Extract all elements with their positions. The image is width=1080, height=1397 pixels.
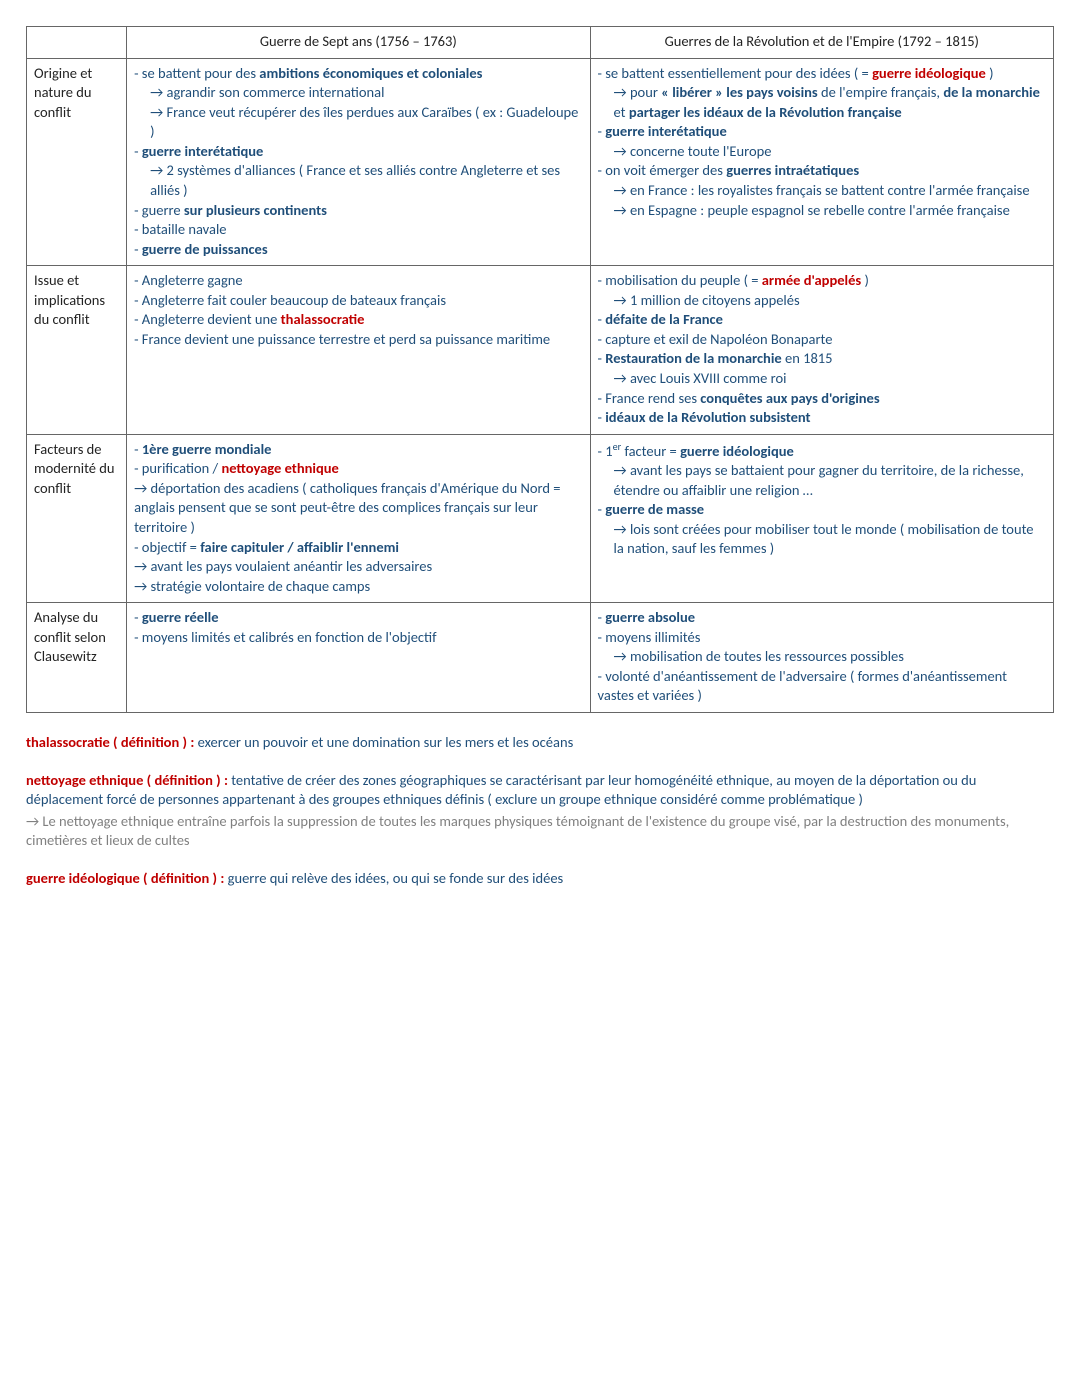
table-row: Facteurs de modernité du conflit - 1ère … <box>27 434 1054 603</box>
cell-r2c2: - 1er facteur = guerre idéologique avant… <box>590 434 1053 603</box>
row-label: Origine et nature du conflit <box>27 58 127 266</box>
header-col2: Guerres de la Révolution et de l'Empire … <box>590 27 1053 59</box>
cell-r3c1: - guerre réelle - moyens limités et cali… <box>127 603 590 713</box>
header-blank <box>27 27 127 59</box>
row-label: Issue et implications du conflit <box>27 266 127 435</box>
table-row: Analyse du conflit selon Clausewitz - gu… <box>27 603 1054 713</box>
cell-r2c1: - 1ère guerre mondiale - purification / … <box>127 434 590 603</box>
header-col1: Guerre de Sept ans (1756 – 1763) <box>127 27 590 59</box>
def-nettoyage-ethnique: nettoyage ethnique ( définition ) : tent… <box>26 771 1054 851</box>
definitions: thalassocratie ( définition ) : exercer … <box>26 733 1054 888</box>
row-label: Facteurs de modernité du conflit <box>27 434 127 603</box>
cell-r0c2: - se battent essentiellement pour des id… <box>590 58 1053 266</box>
def-thalassocratie: thalassocratie ( définition ) : exercer … <box>26 733 1054 753</box>
def-guerre-ideologique: guerre idéologique ( définition ) : guer… <box>26 869 1054 889</box>
row-label: Analyse du conflit selon Clausewitz <box>27 603 127 713</box>
cell-r1c2: - mobilisation du peuple ( = armée d'app… <box>590 266 1053 435</box>
cell-r0c1: - se battent pour des ambitions économiq… <box>127 58 590 266</box>
table-header-row: Guerre de Sept ans (1756 – 1763) Guerres… <box>27 27 1054 59</box>
table-row: Issue et implications du conflit - Angle… <box>27 266 1054 435</box>
comparison-table: Guerre de Sept ans (1756 – 1763) Guerres… <box>26 26 1054 713</box>
cell-r3c2: - guerre absolue - moyens illimités mobi… <box>590 603 1053 713</box>
cell-r1c1: - Angleterre gagne - Angleterre fait cou… <box>127 266 590 435</box>
table-row: Origine et nature du conflit - se batten… <box>27 58 1054 266</box>
